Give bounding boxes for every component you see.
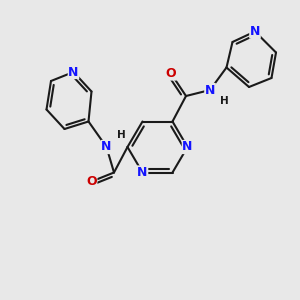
Text: O: O bbox=[86, 175, 97, 188]
Text: N: N bbox=[101, 140, 112, 154]
Text: N: N bbox=[137, 166, 148, 179]
Text: H: H bbox=[220, 96, 229, 106]
Text: N: N bbox=[182, 140, 193, 154]
Text: H: H bbox=[117, 130, 126, 140]
Text: N: N bbox=[68, 65, 79, 79]
Text: O: O bbox=[166, 67, 176, 80]
Text: N: N bbox=[205, 83, 215, 97]
Text: N: N bbox=[250, 25, 260, 38]
